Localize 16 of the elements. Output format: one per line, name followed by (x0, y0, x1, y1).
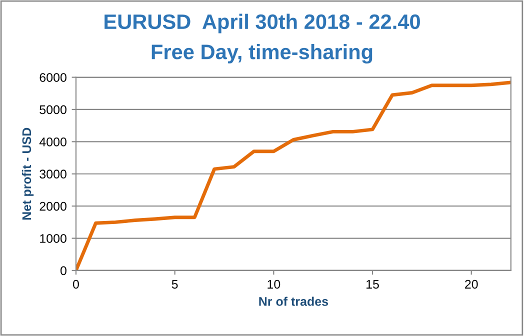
chart-title: EURUSD April 30th 2018 - 22.40 (104, 14, 420, 34)
x-axis-title: Nr of trades (259, 296, 328, 306)
x-tick-label: 0 (72, 280, 79, 289)
x-tick-label: 10 (268, 280, 280, 289)
y-tick-label: 6000 (40, 73, 66, 82)
y-tick-label: 2000 (40, 202, 66, 211)
y-tick-label: 3000 (40, 170, 66, 179)
y-tick-label: 4000 (39, 137, 66, 146)
x-tick-label: 5 (172, 280, 178, 289)
y-tick-label: 5000 (40, 105, 66, 114)
x-tick-label: 20 (465, 280, 478, 289)
chart-subtitle: Free Day, time-sharing (152, 44, 372, 64)
y-tick-label: 0 (60, 266, 66, 276)
x-tick-label: 15 (366, 280, 379, 289)
y-tick-label: 1000 (40, 234, 66, 243)
y-axis-title: Net profit - USD (22, 128, 34, 220)
